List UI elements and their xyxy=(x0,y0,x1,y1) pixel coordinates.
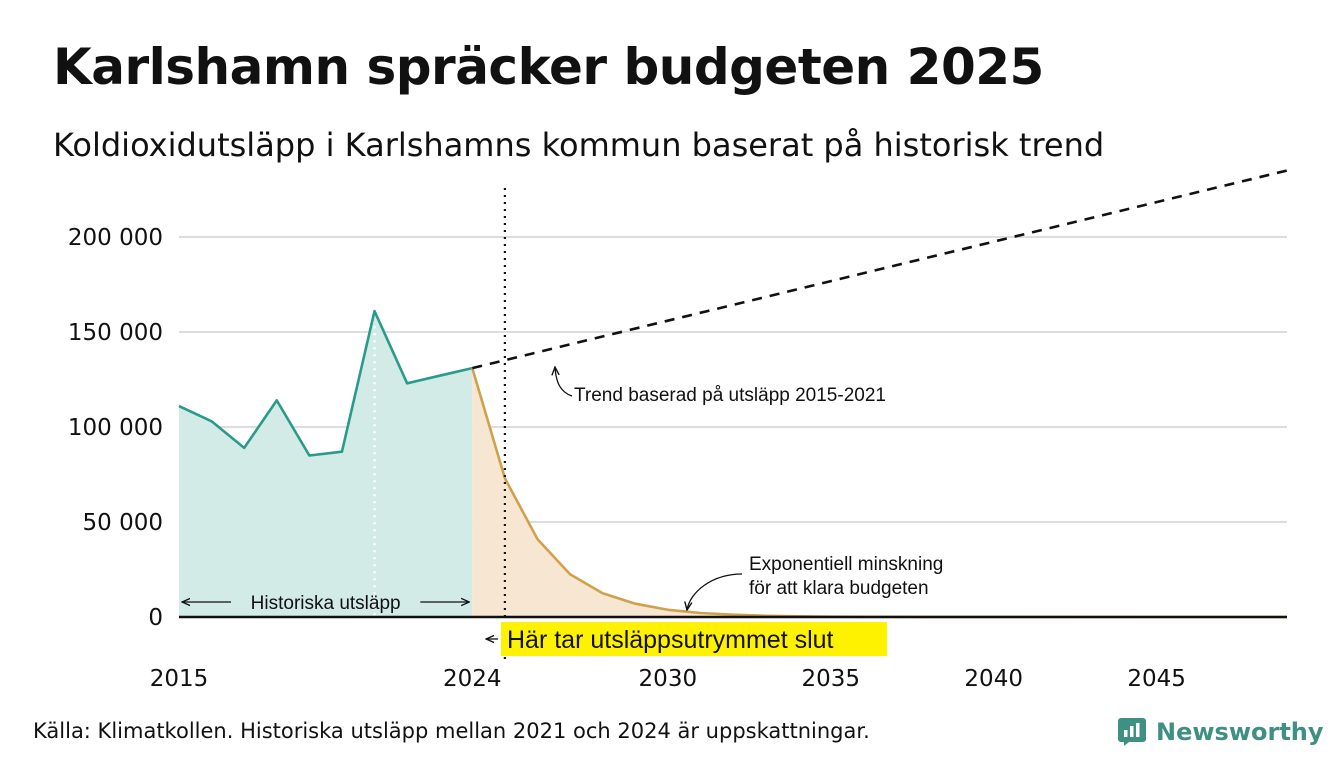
budget-area xyxy=(472,368,1287,617)
series-lines xyxy=(178,169,1288,619)
brand-name: Newsworthy xyxy=(1156,718,1324,746)
y-tick-label: 100 000 xyxy=(68,415,163,441)
historical-line xyxy=(178,309,473,457)
brand-logo: Newsworthy xyxy=(1118,712,1324,752)
trend-arrow xyxy=(555,367,573,397)
series-areas xyxy=(179,311,1287,617)
tick-labels: 0 50 000 100 000 150 000 200 000 2015 2024 2030… xyxy=(68,225,1186,692)
x-tick-label: 2040 xyxy=(964,666,1023,692)
historical-label: Historiska utsläpp xyxy=(251,593,401,614)
exponential-label-line2: för att klara budgeten xyxy=(749,578,929,599)
exponential-arrow xyxy=(687,573,743,610)
trend-line xyxy=(471,169,1288,370)
y-tick-label: 0 xyxy=(148,605,163,631)
x-tick-label: 2035 xyxy=(801,666,860,692)
annotations: Historiska utsläpp Trend baserad på utslä… xyxy=(182,367,943,656)
chart: 0 50 000 100 000 150 000 200 000 2015 2024 2030… xyxy=(68,169,1288,692)
vertical-markers xyxy=(373,188,506,664)
y-tick-label: 200 000 xyxy=(68,225,163,251)
x-tick-label: 2045 xyxy=(1127,666,1186,692)
budget-end-label: Här tar utsläppsutrymmet slut xyxy=(507,626,834,654)
y-tick-label: 150 000 xyxy=(68,320,163,346)
budget-end-highlight xyxy=(501,622,887,656)
historical-area xyxy=(179,311,473,617)
y-tick-label: 50 000 xyxy=(83,510,163,536)
x-tick-label: 2015 xyxy=(150,666,209,692)
x-tick-label: 2024 xyxy=(443,666,502,692)
trend-label: Trend baserad på utsläpp 2015-2021 xyxy=(574,385,886,406)
newsworthy-logo-icon xyxy=(1118,718,1146,746)
exponential-label-line1: Exponentiell minskning xyxy=(749,554,943,575)
chart-title: Karlshamn spräcker budgeten 2025 xyxy=(53,38,1044,96)
chart-subtitle: Koldioxidutsläpp i Karlshamns kommun bas… xyxy=(53,126,1105,164)
source-note: Källa: Klimatkollen. Historiska utsläpp … xyxy=(33,719,870,743)
x-tick-label: 2030 xyxy=(639,666,698,692)
